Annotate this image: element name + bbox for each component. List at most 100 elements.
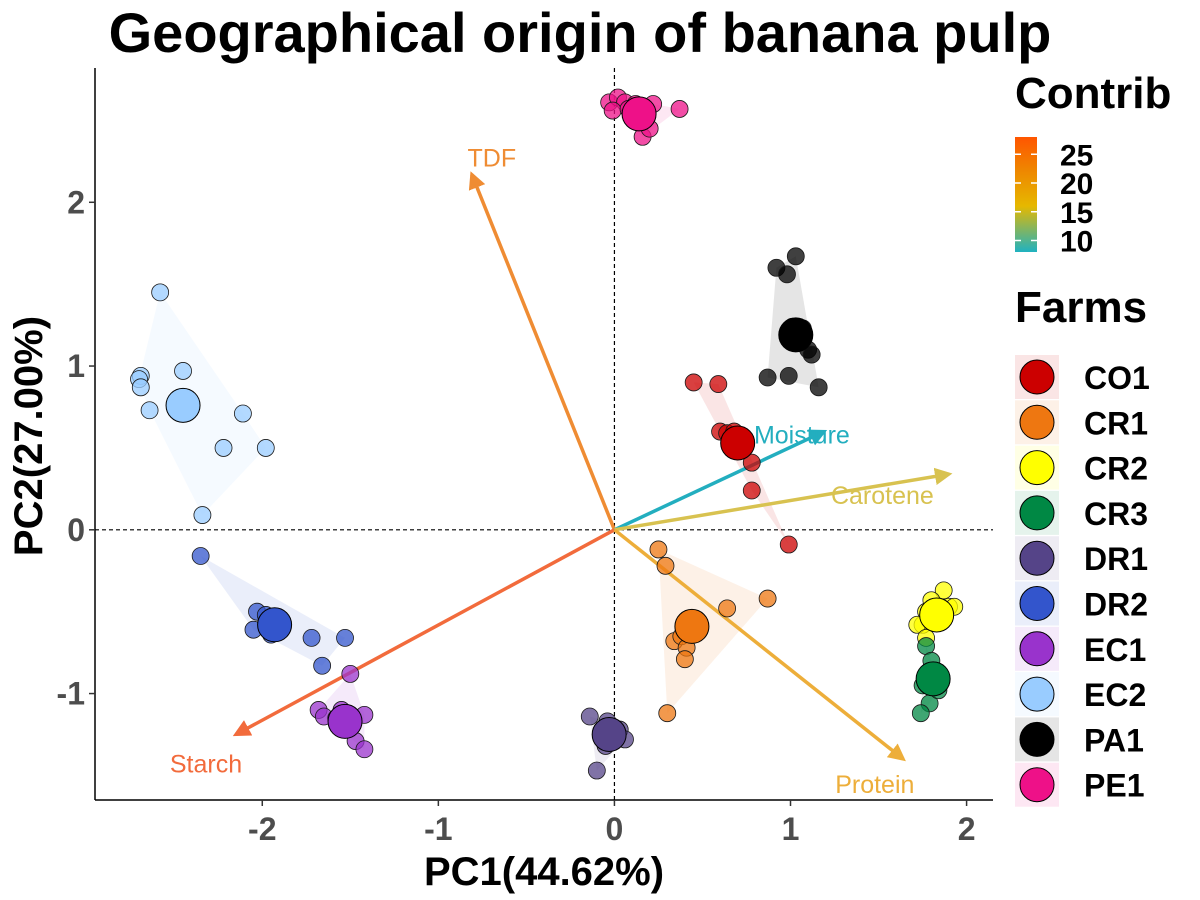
variable-label-moisture: Moisture (754, 422, 850, 450)
legend-key-marker (1019, 359, 1055, 395)
legend-key-marker (1019, 721, 1055, 757)
variable-arrows (232, 171, 953, 762)
point-pa1 (786, 247, 805, 266)
point-ec2 (193, 506, 212, 524)
point-ec2 (234, 404, 252, 423)
hull-co1 (693, 382, 789, 545)
centroid-co1 (720, 425, 756, 461)
point-pa1 (758, 368, 777, 387)
arrow-tdf (468, 171, 617, 531)
arrow-carotene (614, 467, 953, 532)
axes (94, 68, 993, 801)
point-co1 (779, 535, 798, 554)
legend-label-pe1: PE1 (1084, 768, 1144, 804)
centroid-ec1 (327, 703, 363, 739)
point-ec2 (151, 283, 170, 302)
point-pa1 (802, 345, 821, 364)
group-centroids (165, 96, 955, 752)
legend-item-co1: CO1 (1015, 355, 1150, 399)
legend-key-marker (1019, 676, 1055, 712)
point-co1 (684, 373, 703, 392)
point-ec1 (355, 740, 374, 759)
point-ec2 (214, 439, 233, 457)
legend-item-ec1: EC1 (1015, 626, 1146, 671)
colorbar-tick-label: 15 (1060, 197, 1093, 230)
centroid-dr1 (591, 716, 627, 752)
y-axis-ticks: -1 0 1 2 (57, 184, 95, 712)
point-pa1 (778, 265, 796, 284)
legend-items: CO1 CR1 CR2 CR3 DR1 DR2 EC1 EC2 PA1 PE1 (1015, 355, 1150, 807)
y-tick-label: 2 (67, 184, 85, 220)
legend-item-cr1: CR1 (1015, 400, 1148, 445)
centroid-pa1 (778, 317, 814, 353)
point-cr2 (934, 581, 953, 600)
legend-item-dr1: DR1 (1015, 536, 1148, 581)
variable-label-carotene: Carotene (831, 482, 934, 510)
y-tick-label: 0 (67, 512, 85, 548)
point-ec2 (256, 439, 275, 457)
chart-title: Geographical origin of banana pulp (109, 1, 1052, 64)
point-pe1 (603, 101, 622, 120)
point-cr3 (911, 704, 930, 723)
variable-labels: TDF Moisture Carotene Starch Protein (170, 144, 934, 799)
arrow-starch (232, 528, 616, 737)
point-cr1 (758, 589, 777, 608)
point-cr1 (675, 650, 694, 669)
y-tick-label: 1 (67, 348, 85, 384)
centroid-pe1 (621, 96, 657, 132)
legend-label-dr1: DR1 (1084, 541, 1148, 577)
colorbar-title: Contrib (1015, 69, 1171, 118)
colorbar-tick-label: 10 (1060, 226, 1093, 259)
point-co1 (709, 375, 728, 393)
point-co1 (742, 453, 761, 472)
point-dr1 (580, 707, 599, 726)
legend-item-cr2: CR2 (1015, 445, 1148, 490)
point-co1 (742, 481, 761, 500)
hull-cr1 (658, 549, 768, 714)
point-ec2 (174, 362, 192, 380)
point-dr2 (302, 628, 321, 647)
centroid-ec2 (165, 387, 201, 423)
legend-key-marker (1019, 450, 1055, 486)
x-axis-title: PC1(44.62%) (424, 850, 664, 894)
point-pa1 (779, 366, 798, 385)
legend-key-marker (1019, 540, 1055, 576)
point-ec2 (131, 378, 150, 397)
legend-item-pe1: PE1 (1015, 762, 1144, 807)
centroid-cr2 (919, 597, 955, 633)
point-dr1 (587, 761, 606, 780)
y-tick-label: -1 (57, 676, 85, 712)
point-cr1 (649, 540, 668, 559)
point-ec1 (341, 665, 360, 683)
legend-item-pa1: PA1 (1015, 717, 1144, 762)
colorbar-tick-label: 20 (1060, 168, 1093, 201)
variable-label-tdf: TDF (468, 144, 517, 172)
x-axis-ticks: -2 -1 0 1 2 (248, 800, 975, 847)
y-axis-title: PC2(27.00%) (7, 316, 51, 556)
legend-item-cr3: CR3 (1015, 490, 1148, 535)
x-tick-label: 0 (606, 811, 624, 847)
point-cr1 (656, 556, 675, 575)
legend-key-marker (1019, 495, 1055, 531)
point-cr1 (718, 599, 737, 618)
legend-label-ec2: EC2 (1084, 677, 1146, 713)
legend-label-pa1: PA1 (1084, 722, 1144, 758)
legend-key-marker (1019, 404, 1055, 440)
point-dr2 (313, 656, 332, 675)
variable-label-starch: Starch (170, 750, 242, 778)
legend-key-marker (1019, 631, 1055, 667)
colorbar-tick-label: 25 (1060, 139, 1093, 172)
x-tick-label: -2 (248, 811, 276, 847)
legend-label-dr2: DR2 (1084, 587, 1148, 623)
x-tick-label: 2 (958, 811, 976, 847)
point-dr2 (336, 628, 354, 647)
point-dr2 (191, 547, 210, 565)
legend-item-dr2: DR2 (1015, 581, 1148, 626)
legend-label-cr2: CR2 (1084, 451, 1148, 487)
legend-key-marker (1019, 767, 1055, 803)
legend-item-ec2: EC2 (1015, 672, 1146, 717)
hull-ec2 (139, 292, 266, 516)
